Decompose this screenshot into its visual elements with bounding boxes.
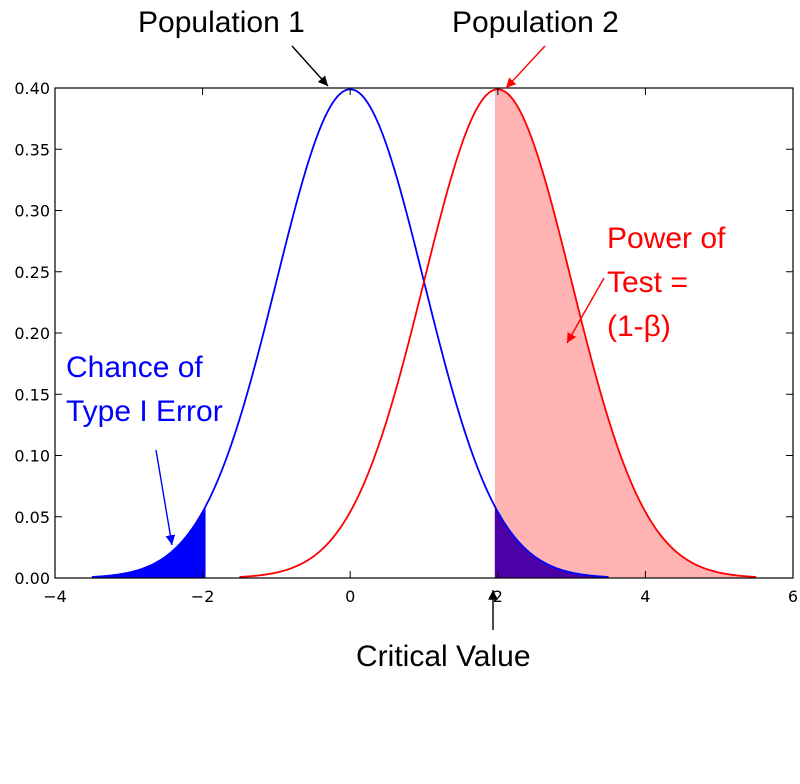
y-tick-label: 0.20 xyxy=(14,324,50,343)
population1-arrow xyxy=(291,45,329,87)
power-label-line2: Test = xyxy=(607,266,688,299)
y-tick-label: 0.05 xyxy=(14,508,50,527)
x-tick-label: 2 xyxy=(493,587,503,606)
x-tick-label: −2 xyxy=(191,587,215,606)
population2-label: Population 2 xyxy=(452,6,619,39)
critical-value-label: Critical Value xyxy=(356,640,531,673)
power-arrow xyxy=(566,277,605,344)
x-tick-label: 0 xyxy=(345,587,355,606)
y-tick-label: 0.25 xyxy=(14,263,50,282)
type1-label-line1: Chance of xyxy=(66,351,203,384)
population1-label: Population 1 xyxy=(138,6,305,39)
y-tick-label: 0.30 xyxy=(14,202,50,221)
y-tick-label: 0.10 xyxy=(14,447,50,466)
y-tick-label: 0.00 xyxy=(14,569,50,588)
x-axis: −4 −2 0 2 4 6 xyxy=(43,88,798,606)
power-label-line1: Power of xyxy=(607,222,726,255)
power-label-line3: (1-β) xyxy=(607,310,671,343)
type1-arrow xyxy=(155,449,176,546)
shaded-region-1 xyxy=(91,506,206,578)
shaded-regions xyxy=(91,89,757,578)
y-tick-label: 0.15 xyxy=(14,385,50,404)
shaded-region-3 xyxy=(494,506,609,578)
population2-arrow xyxy=(505,45,546,89)
y-axis: 0.00 0.05 0.10 0.15 0.20 0.25 0.30 0.35 0.40 xyxy=(14,79,793,588)
x-tick-label: 6 xyxy=(788,587,798,606)
type1-label-line2: Type I Error xyxy=(66,395,223,428)
x-tick-label: −4 xyxy=(43,587,67,606)
y-tick-label: 0.40 xyxy=(14,79,50,98)
shaded-region-2 xyxy=(494,89,757,578)
x-tick-label: 4 xyxy=(640,587,650,606)
y-tick-label: 0.35 xyxy=(14,140,50,159)
